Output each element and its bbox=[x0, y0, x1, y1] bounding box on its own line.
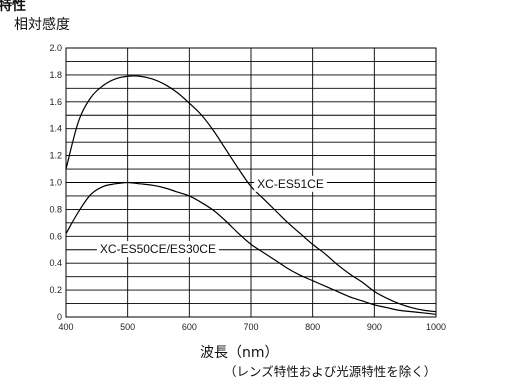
series-labels: XC-ES51CE XC-ES50CE/ES30CE bbox=[96, 175, 327, 258]
x-tick-labels: 400 500 600 700 800 900 1000 bbox=[58, 322, 446, 332]
x-tick-label: 700 bbox=[243, 322, 258, 332]
x-tick-label: 500 bbox=[120, 322, 135, 332]
y-tick-label: 1.0 bbox=[49, 178, 62, 188]
plot-frame bbox=[65, 47, 437, 318]
y-tick-label: 0.8 bbox=[49, 204, 62, 214]
y-tick-label: 1.4 bbox=[49, 124, 62, 134]
y-tick-label: 2.0 bbox=[49, 43, 62, 53]
x-tick-label: 900 bbox=[367, 322, 382, 332]
y-tick-label: 0.6 bbox=[49, 231, 62, 241]
series-label-xc-es51ce-bg bbox=[254, 175, 327, 192]
series-label-xc-es50ce-es30ce-group: XC-ES50CE/ES30CE bbox=[96, 241, 219, 258]
y-tick-label: 1.6 bbox=[49, 97, 62, 107]
grid bbox=[66, 48, 436, 317]
x-tick-label: 800 bbox=[305, 322, 320, 332]
y-tick-label: 1.2 bbox=[49, 151, 62, 161]
x-axis-label: 波長（nm） bbox=[200, 345, 279, 361]
series-line-xc-es51ce bbox=[65, 75, 437, 313]
y-tick-label: 0 bbox=[57, 312, 62, 322]
series-label-xc-es50ce-es30ce: XC-ES50CE/ES30CE bbox=[100, 242, 216, 256]
series-label-xc-es50ce-es30ce-bg bbox=[96, 241, 219, 258]
curves bbox=[65, 75, 437, 315]
y-tick-label: 0.4 bbox=[49, 258, 62, 268]
y-tick-label: 1.8 bbox=[49, 70, 62, 80]
footnote: （レンズ特性および光源特性を除く） bbox=[224, 364, 436, 379]
x-tick-label: 400 bbox=[58, 322, 73, 332]
y-tick-label: 0.2 bbox=[49, 285, 62, 295]
series-line-xc-es50ce-es30ce bbox=[65, 181, 437, 315]
y-tick-labels: 0 0.2 0.4 0.6 0.8 1.0 1.2 1.4 1.6 1.8 2.0 bbox=[49, 43, 62, 322]
series-label-xc-es51ce-group: XC-ES51CE bbox=[254, 175, 327, 192]
x-tick-label: 600 bbox=[182, 322, 197, 332]
y-axis-label: 相対感度 bbox=[14, 16, 70, 33]
x-tick-label: 1000 bbox=[426, 322, 446, 332]
top-cut-heading: 特性 bbox=[0, 0, 26, 14]
series-label-xc-es51ce: XC-ES51CE bbox=[257, 177, 324, 191]
